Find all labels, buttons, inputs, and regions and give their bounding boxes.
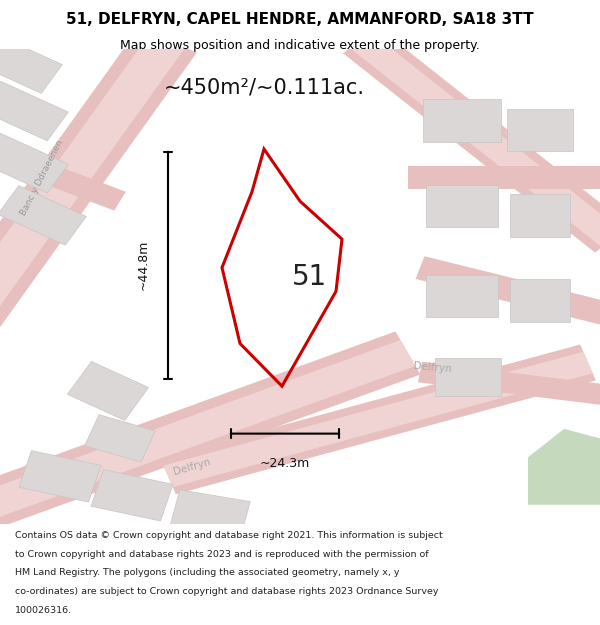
Polygon shape	[19, 451, 101, 502]
Polygon shape	[0, 27, 197, 338]
Text: Delfryn: Delfryn	[172, 457, 212, 477]
Polygon shape	[418, 362, 600, 406]
Polygon shape	[0, 186, 86, 245]
Text: ~450m²/~0.111ac.: ~450m²/~0.111ac.	[163, 78, 365, 98]
Polygon shape	[423, 99, 501, 142]
Polygon shape	[408, 166, 600, 189]
Polygon shape	[67, 361, 149, 421]
Polygon shape	[170, 490, 250, 539]
Polygon shape	[0, 133, 68, 193]
Text: ~24.3m: ~24.3m	[260, 458, 310, 471]
Polygon shape	[0, 340, 416, 528]
Polygon shape	[0, 331, 421, 536]
Polygon shape	[343, 26, 600, 253]
Polygon shape	[350, 32, 600, 247]
Polygon shape	[0, 32, 185, 332]
Polygon shape	[416, 256, 600, 326]
Text: to Crown copyright and database rights 2023 and is reproduced with the permissio: to Crown copyright and database rights 2…	[15, 549, 428, 559]
Polygon shape	[85, 414, 155, 462]
Text: Contains OS data © Crown copyright and database right 2021. This information is : Contains OS data © Crown copyright and d…	[15, 531, 443, 540]
Polygon shape	[507, 109, 573, 151]
Text: Banc y Ddraeenen: Banc y Ddraeenen	[19, 138, 65, 217]
Text: Map shows position and indicative extent of the property.: Map shows position and indicative extent…	[120, 39, 480, 51]
Text: HM Land Registry. The polygons (including the associated geometry, namely x, y: HM Land Registry. The polygons (includin…	[15, 568, 400, 578]
Text: Delfryn: Delfryn	[413, 361, 451, 374]
Polygon shape	[160, 344, 596, 494]
Polygon shape	[510, 279, 570, 322]
Polygon shape	[528, 429, 600, 505]
Polygon shape	[163, 352, 593, 487]
Polygon shape	[426, 184, 498, 228]
Polygon shape	[0, 34, 62, 93]
Polygon shape	[91, 469, 173, 521]
Polygon shape	[0, 135, 126, 211]
Text: 100026316.: 100026316.	[15, 606, 72, 615]
Text: co-ordinates) are subject to Crown copyright and database rights 2023 Ordnance S: co-ordinates) are subject to Crown copyr…	[15, 587, 439, 596]
Polygon shape	[426, 275, 498, 318]
Polygon shape	[435, 357, 501, 396]
Polygon shape	[0, 81, 68, 141]
Text: 51, DELFRYN, CAPEL HENDRE, AMMANFORD, SA18 3TT: 51, DELFRYN, CAPEL HENDRE, AMMANFORD, SA…	[66, 12, 534, 28]
Text: ~44.8m: ~44.8m	[137, 240, 150, 291]
Polygon shape	[510, 194, 570, 237]
Text: 51: 51	[292, 263, 326, 291]
